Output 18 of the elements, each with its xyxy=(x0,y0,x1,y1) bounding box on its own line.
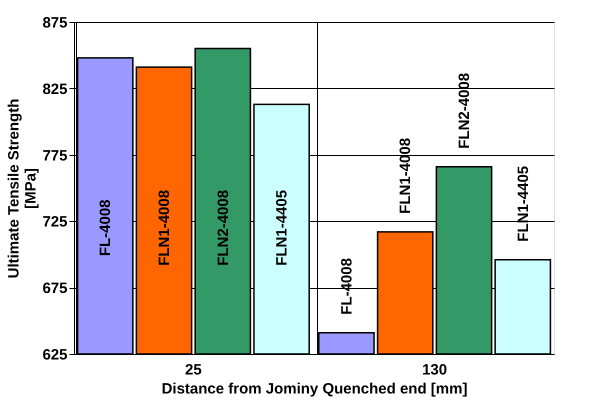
text: FLN1-4008 xyxy=(156,190,174,266)
y-tick-label: 675 xyxy=(42,280,68,298)
x-tick-label: 130 xyxy=(422,362,448,378)
y-tick-label: 875 xyxy=(42,14,68,32)
y-axis-title: Ultimate Tensile Strength [MPa] xyxy=(5,98,40,278)
x-tick-label: 25 xyxy=(185,362,202,378)
x-axis-title: Distance from Jominy Quenched end [mm] xyxy=(162,380,468,398)
text: FLN2-4008 xyxy=(214,190,232,266)
text: FLN1-4008 xyxy=(397,138,414,214)
text: FL-4008 xyxy=(338,258,356,315)
text: FLN1-4405 xyxy=(514,166,532,242)
text: FLN2-4008 xyxy=(456,72,473,149)
y-tick-label: 725 xyxy=(42,214,68,231)
text: FL-4008 xyxy=(97,199,114,256)
text: FLN1-4405 xyxy=(274,190,291,266)
y-tick-label: 625 xyxy=(42,346,68,364)
y-tick-label: 775 xyxy=(42,147,68,164)
y-tick-label: 825 xyxy=(42,80,68,98)
